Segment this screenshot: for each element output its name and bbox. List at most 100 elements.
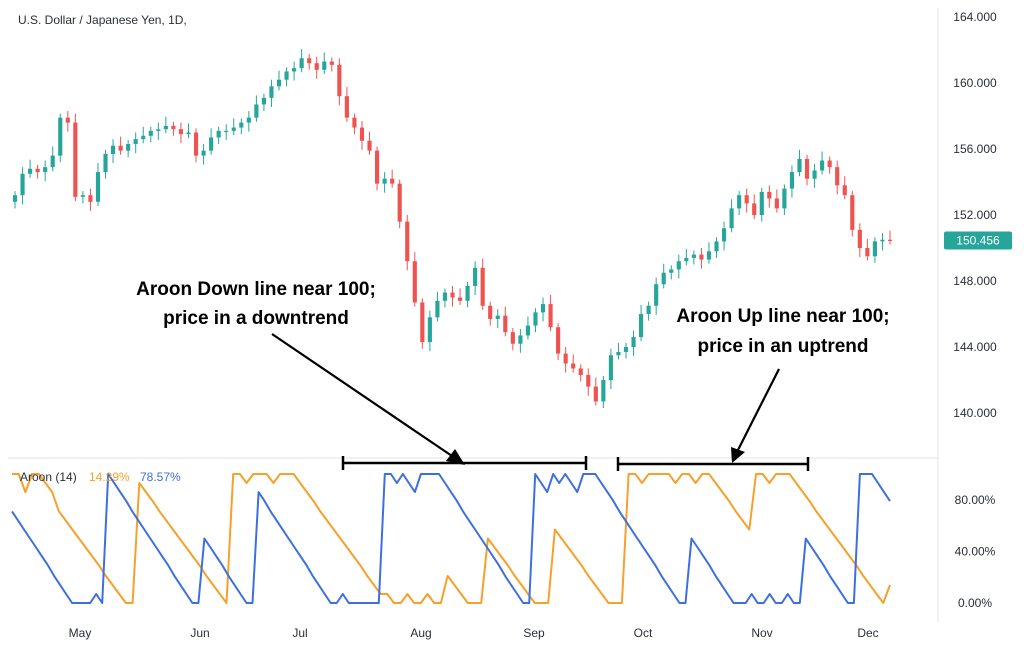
price-tick-label: 140.000 [953, 406, 997, 420]
candle-up [239, 122, 244, 128]
aroon-legend-title: Aroon (14) [20, 470, 77, 484]
aroon-legend: Aroon (14) 14.29% 78.57% [20, 470, 181, 484]
candle-down [503, 315, 508, 333]
candle-up [322, 61, 327, 70]
candle-up [473, 267, 478, 286]
candle-down [307, 58, 312, 64]
candle-down [73, 122, 78, 197]
candle-up [654, 284, 659, 306]
time-tick-label: Nov [751, 626, 772, 640]
candle-up [684, 257, 689, 262]
candle-up [812, 170, 817, 179]
aroon-legend-up-value: 78.57% [140, 470, 181, 484]
candle-up [533, 312, 538, 326]
candle-down [397, 183, 402, 222]
annotation-downtrend-arrow [271, 333, 453, 457]
candle-down [344, 96, 349, 118]
candle-down [556, 327, 561, 354]
time-tick-label: Oct [634, 626, 653, 640]
price-tick-label: 164.000 [953, 10, 997, 24]
candle-down [827, 160, 832, 168]
candle-down [374, 150, 380, 184]
candle-up [50, 155, 55, 168]
candle-down [457, 297, 463, 301]
time-tick-label: Aug [410, 626, 431, 640]
candle-up [216, 130, 221, 138]
candle-up [20, 173, 25, 196]
last-price-label: 150.456 [944, 231, 1012, 250]
candle-up [126, 144, 131, 151]
candle-up [292, 68, 297, 72]
candle-up [201, 150, 206, 156]
candle-up [616, 351, 621, 356]
candle-up [880, 239, 885, 242]
candle-up [721, 228, 727, 242]
candle-down [193, 132, 199, 156]
candle-up [714, 241, 719, 252]
candle-down [744, 195, 749, 204]
candle-down [593, 386, 598, 402]
candle-up [110, 145, 116, 154]
candle-down [88, 195, 93, 202]
time-tick-label: Jun [190, 626, 209, 640]
candle-down [571, 363, 576, 369]
candle-up [797, 158, 802, 173]
candle-up [706, 251, 712, 260]
aroon-tick-label: 40.00% [955, 544, 996, 558]
candle-up [495, 315, 500, 319]
time-axis: May Jun Jul Aug Sep Oct Nov Dec [69, 626, 879, 640]
candle-up [28, 168, 33, 174]
candle-up [676, 261, 681, 270]
candle-up [254, 104, 259, 118]
time-tick-label: Jul [292, 626, 307, 640]
candle-down [178, 129, 184, 135]
candle-up [789, 172, 795, 189]
candle-up [186, 132, 191, 135]
candle-down [412, 261, 417, 303]
candle-up [103, 153, 108, 173]
candle-down [842, 185, 847, 196]
candle-up [872, 241, 877, 257]
last-price-value: 150.456 [956, 233, 1000, 247]
candle-down [563, 353, 568, 364]
candle-down [405, 221, 410, 262]
annotation-uptrend-arrowhead [731, 447, 745, 463]
candle-down [359, 127, 365, 141]
aroon-up-line [11, 473, 891, 604]
candle-down [857, 229, 862, 248]
candle-up [525, 325, 531, 336]
price-tick-label: 152.000 [953, 208, 997, 222]
annotation-uptrend-line1: Aroon Up line near 100; [676, 306, 889, 327]
candle-down [450, 292, 455, 298]
candle-up [163, 125, 168, 130]
candle-down [171, 125, 176, 130]
candle-down [65, 117, 70, 123]
candle-up [141, 135, 146, 140]
aroon-axis: 80.00% 40.00% 0.00% [955, 493, 996, 610]
chart-title: U.S. Dollar / Japanese Yen, 1D, [18, 13, 187, 27]
candle-up [691, 254, 696, 258]
candle-up [209, 137, 214, 151]
aroon-down-line [12, 473, 891, 604]
price-tick-label: 148.000 [953, 274, 997, 288]
candle-down [887, 239, 893, 241]
candle-up [737, 195, 742, 209]
candle-up [299, 58, 304, 69]
candle-down [804, 158, 810, 179]
candle-up [820, 160, 825, 171]
time-tick-label: Dec [857, 626, 878, 640]
annotation-downtrend-line2: price in a downtrend [163, 308, 349, 329]
candle-up [148, 130, 153, 136]
price-tick-label: 144.000 [953, 340, 997, 354]
candle-down [865, 248, 870, 257]
candlestick-series [12, 49, 893, 409]
candle-up [382, 178, 387, 184]
candle-down [488, 305, 493, 319]
candle-down [510, 332, 515, 344]
candle-up [284, 71, 289, 80]
candle-down [774, 198, 779, 209]
annotation-uptrend-line2: price in an uptrend [697, 336, 868, 357]
candle-up [540, 304, 546, 313]
candle-up [95, 172, 101, 202]
